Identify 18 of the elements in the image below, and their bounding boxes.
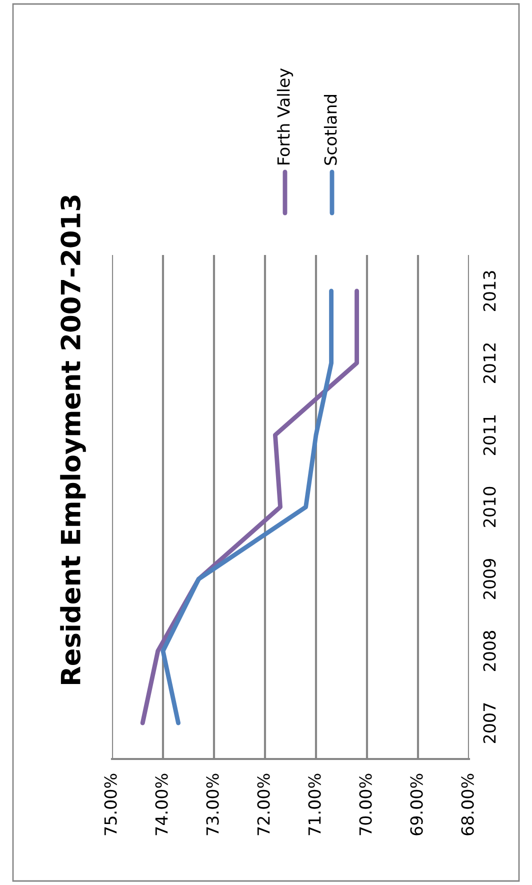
y-tick-label: 2012	[483, 343, 496, 383]
x-tick-label: 70.00%	[359, 774, 372, 836]
x-tick-label: 75.00%	[104, 774, 117, 836]
y-tick-label: 2008	[483, 630, 496, 671]
text: Forth Valley	[276, 68, 294, 164]
x-tick-label: 74.00%	[155, 774, 168, 836]
y-tick-label: 2013	[483, 271, 496, 311]
x-tick-label: 73.00%	[206, 774, 219, 836]
text: Scotland	[324, 95, 337, 165]
y-tick-label: 2009	[483, 558, 496, 599]
x-tick-label: 71.00%	[308, 774, 321, 836]
y-tick-label: 2007	[483, 703, 496, 743]
text: Resident Employment 2007-2013	[60, 196, 86, 684]
x-tick-label: 68.00%	[461, 774, 474, 836]
x-tick-label: 69.00%	[410, 774, 423, 836]
y-tick-label: 2011	[483, 415, 496, 455]
y-tick-label: 2010	[483, 486, 496, 527]
x-tick-label: 72.00%	[257, 774, 270, 836]
